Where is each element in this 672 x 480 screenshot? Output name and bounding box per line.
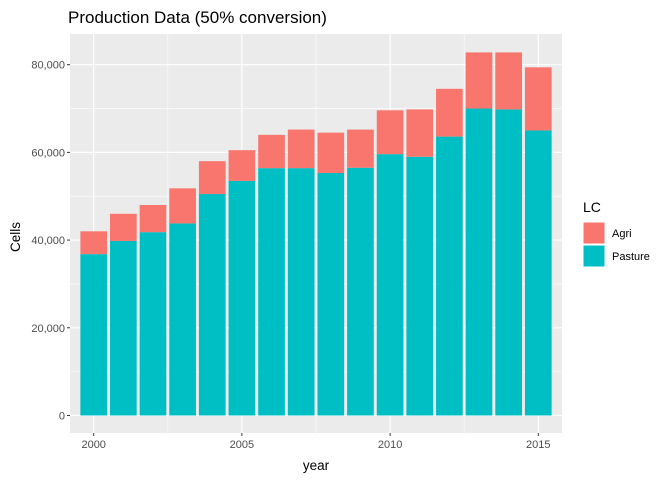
bar-agri-2010 [376,110,404,155]
bar-agri-2003 [169,188,196,224]
bar-agri-2007 [287,129,315,169]
x-axis-title: year [303,458,330,473]
bar-pasture-2015 [524,130,552,416]
legend-key-agri [582,221,606,245]
legend-label-pasture: Pasture [612,251,650,263]
legend-key-pasture [582,244,606,268]
y-axis: 0 20,000 40,000 60,000 80,000 [31,60,70,422]
x-tick-label: 2015 [526,439,550,451]
x-tick-label: 2010 [378,439,402,451]
x-tick-label: 2000 [81,439,105,451]
bar-pasture-2006 [258,168,285,416]
bar-agri-2009 [347,129,374,168]
bar-agri-2002 [139,205,167,233]
bar-pasture-2011 [406,156,434,416]
legend-title: LC [583,199,601,215]
bar-pasture-2014 [495,109,522,416]
legend: LC Agri Pasture [582,199,650,268]
bar-agri-2013 [465,52,493,109]
bar-pasture-2004 [198,194,226,416]
bar-agri-2006 [258,134,285,169]
x-axis: 2000 2005 2010 2015 [81,433,551,451]
y-tick-label: 20,000 [31,323,65,335]
chart-title: Production Data (50% conversion) [68,8,327,27]
y-axis-title: Cells [8,222,23,252]
bar-pasture-2008 [317,172,345,416]
bar-pasture-2000 [80,254,108,416]
bar-pasture-2010 [376,154,404,416]
bar-pasture-2002 [139,232,167,416]
bar-agri-2014 [495,52,522,110]
legend-label-agri: Agri [612,228,632,240]
bar-agri-2008 [317,132,345,173]
bar-pasture-2001 [110,240,137,416]
bar-agri-2012 [436,88,463,137]
bar-agri-2005 [228,150,256,181]
bar-pasture-2009 [347,167,374,416]
bar-pasture-2013 [465,108,493,416]
bar-agri-2001 [110,213,137,241]
bars [80,52,552,416]
y-tick-label: 0 [59,410,65,422]
x-tick-label: 2005 [230,439,254,451]
bar-pasture-2003 [169,223,196,416]
bar-pasture-2005 [228,180,256,416]
bar-agri-2015 [524,67,552,131]
y-tick-label: 40,000 [31,235,65,247]
bar-agri-2004 [198,161,226,195]
y-tick-label: 80,000 [31,60,65,72]
bar-pasture-2012 [436,136,463,416]
bar-agri-2011 [406,109,434,157]
y-tick-label: 60,000 [31,147,65,159]
bar-agri-2000 [80,231,108,255]
bar-pasture-2007 [287,168,315,416]
